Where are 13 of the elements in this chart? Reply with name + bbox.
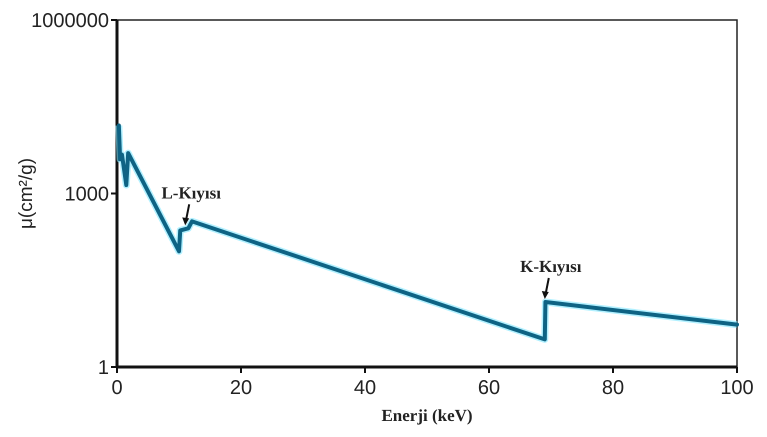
x-tick-label: 80 [602,377,624,399]
y-tick-label: 1000000 [31,10,109,32]
x-tick-label: 0 [111,377,123,399]
y-tick-label: 1000 [64,184,109,206]
x-axis-title: Enerji (keV) [381,406,473,425]
x-tick-label: 60 [478,377,500,399]
y-tick-label: 1 [98,357,109,379]
annotation: K-Kıyısı [520,257,582,276]
x-tick-label: 20 [230,377,252,399]
x-tick-label: 100 [720,377,754,399]
annotation: L-Kıyısı [161,183,222,202]
x-tick-label: 40 [354,377,376,399]
y-axis-title: μ(cm²/g) [16,158,37,230]
